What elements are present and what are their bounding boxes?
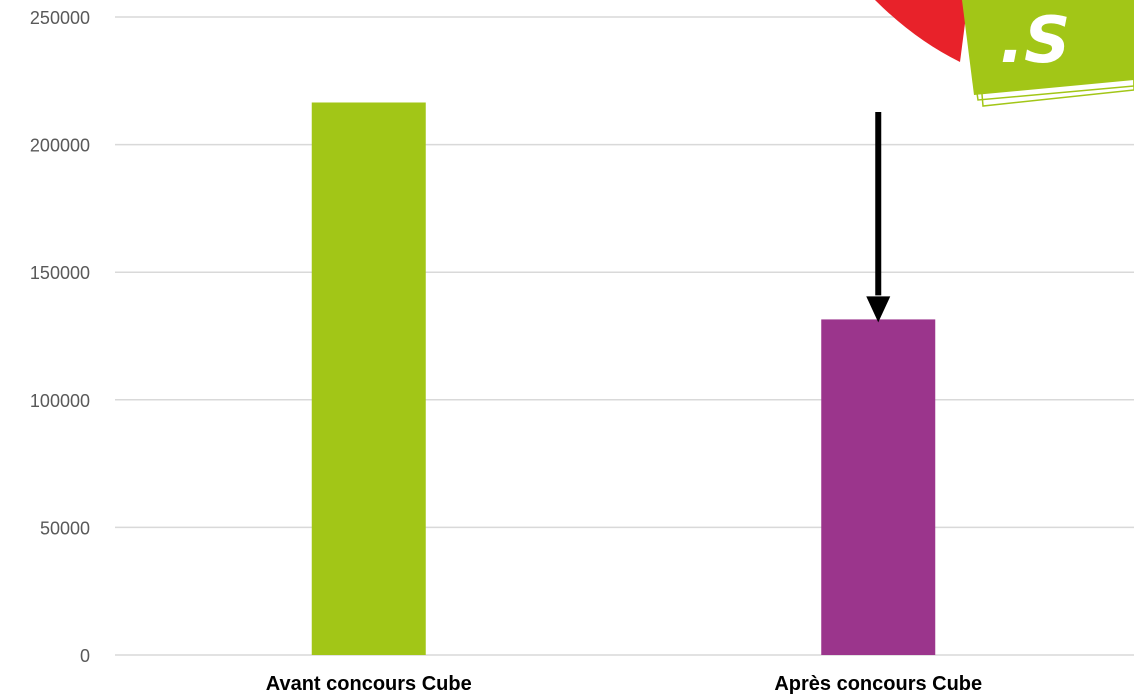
y-axis-tick-labels: 0 50000 100000 150000 200000 250000: [30, 8, 90, 666]
x-category-label: Après concours Cube: [774, 673, 982, 695]
brand-logo: .S: [875, 0, 1134, 107]
annotations: [866, 112, 891, 323]
bar: [821, 319, 936, 655]
bar: [311, 102, 426, 655]
gridlines: [115, 16, 1134, 656]
x-category-label: Avant concours Cube: [266, 673, 472, 695]
y-tick-label: 50000: [40, 518, 90, 538]
speech-bubble-logo-icon: [875, 0, 1134, 107]
y-tick-label: 0: [80, 646, 90, 666]
y-tick-label: 150000: [30, 263, 90, 283]
arrow-head: [866, 296, 891, 323]
x-axis-category-labels: Avant concours Cube Après concours Cube: [266, 673, 982, 695]
y-tick-label: 200000: [30, 136, 90, 156]
down-arrow-icon: [866, 112, 891, 323]
y-tick-label: 100000: [30, 391, 90, 411]
logo-text: .S: [1000, 4, 1070, 78]
y-tick-label: 250000: [30, 8, 90, 28]
bars: [311, 102, 936, 655]
